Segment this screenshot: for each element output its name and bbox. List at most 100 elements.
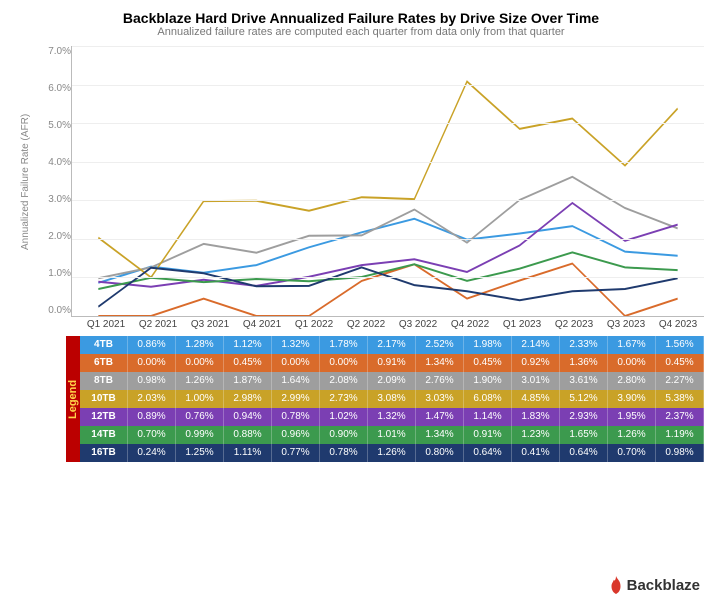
legend-header: Legend — [66, 336, 80, 462]
legend-cell: 1.95% — [608, 408, 656, 426]
legend-cell: 0.77% — [272, 444, 320, 462]
legend-cell: 0.78% — [272, 408, 320, 426]
legend-cell: 3.08% — [368, 390, 416, 408]
legend-cell: 2.98% — [224, 390, 272, 408]
legend-row-header: 4TB — [80, 336, 128, 354]
y-tick: 3.0% — [48, 194, 71, 205]
legend-cell: 3.90% — [608, 390, 656, 408]
legend-cell: 0.64% — [560, 444, 608, 462]
legend-cell: 2.14% — [512, 336, 560, 354]
legend-grid: 4TB0.86%1.28%1.12%1.32%1.78%2.17%2.52%1.… — [80, 336, 704, 462]
legend-cell: 2.33% — [560, 336, 608, 354]
grid-line — [72, 239, 704, 240]
legend-cell: 2.17% — [368, 336, 416, 354]
legend-cell: 1.26% — [368, 444, 416, 462]
legend-row-header: 16TB — [80, 444, 128, 462]
x-axis-ticks: Q1 2021Q2 2021Q3 2021Q4 2021Q1 2022Q2 20… — [80, 319, 704, 330]
y-tick: 1.0% — [48, 268, 71, 279]
legend-cell: 5.12% — [560, 390, 608, 408]
legend-cell: 1.12% — [224, 336, 272, 354]
legend-row-header: 6TB — [80, 354, 128, 372]
legend-row-header: 12TB — [80, 408, 128, 426]
x-tick: Q3 2023 — [600, 319, 652, 330]
legend-cell: 2.93% — [560, 408, 608, 426]
legend-cell: 0.00% — [608, 354, 656, 372]
legend-cell: 3.03% — [416, 390, 464, 408]
y-tick: 0.0% — [48, 305, 71, 316]
y-tick: 7.0% — [48, 46, 71, 57]
legend-cell: 0.00% — [128, 354, 176, 372]
legend-cell: 1.90% — [464, 372, 512, 390]
grid-line — [72, 123, 704, 124]
legend-cell: 1.87% — [224, 372, 272, 390]
legend-cell: 0.94% — [224, 408, 272, 426]
grid-line — [72, 162, 704, 163]
legend-cell: 0.64% — [464, 444, 512, 462]
legend-cell: 0.70% — [608, 444, 656, 462]
x-tick: Q2 2021 — [132, 319, 184, 330]
legend-cell: 2.73% — [320, 390, 368, 408]
legend-cell: 1.23% — [512, 426, 560, 444]
y-axis-label: Annualized Failure Rate (AFR) — [18, 46, 33, 317]
legend-cell: 0.92% — [512, 354, 560, 372]
legend-cell: 0.88% — [224, 426, 272, 444]
x-tick: Q4 2022 — [444, 319, 496, 330]
legend-cell: 1.36% — [560, 354, 608, 372]
legend-cell: 0.99% — [176, 426, 224, 444]
x-tick: Q2 2023 — [548, 319, 600, 330]
x-tick: Q3 2022 — [392, 319, 444, 330]
legend-cell: 2.52% — [416, 336, 464, 354]
grid-line — [72, 85, 704, 86]
legend-cell: 1.25% — [176, 444, 224, 462]
legend-cell: 1.11% — [224, 444, 272, 462]
legend-cell: 1.32% — [368, 408, 416, 426]
legend-cell: 1.98% — [464, 336, 512, 354]
legend-cell: 1.01% — [368, 426, 416, 444]
legend-row-header: 10TB — [80, 390, 128, 408]
flame-icon — [609, 576, 623, 594]
legend-cell: 1.02% — [320, 408, 368, 426]
legend-cell: 0.45% — [224, 354, 272, 372]
legend-cell: 0.98% — [656, 444, 704, 462]
legend-cell: 0.41% — [512, 444, 560, 462]
legend-cell: 0.90% — [320, 426, 368, 444]
y-tick: 6.0% — [48, 83, 71, 94]
legend-cell: 1.32% — [272, 336, 320, 354]
legend-cell: 1.47% — [416, 408, 464, 426]
x-tick: Q2 2022 — [340, 319, 392, 330]
legend-cell: 0.70% — [128, 426, 176, 444]
grid-line — [72, 277, 704, 278]
legend-cell: 1.26% — [608, 426, 656, 444]
chart-subtitle: Annualized failure rates are computed ea… — [18, 26, 704, 38]
x-tick: Q4 2021 — [236, 319, 288, 330]
legend-cell: 0.91% — [368, 354, 416, 372]
legend-cell: 6.08% — [464, 390, 512, 408]
brand-badge: Backblaze — [609, 576, 700, 594]
legend-cell: 2.37% — [656, 408, 704, 426]
legend-cell: 1.67% — [608, 336, 656, 354]
legend-cell: 1.34% — [416, 426, 464, 444]
y-tick: 2.0% — [48, 231, 71, 242]
legend-cell: 0.91% — [464, 426, 512, 444]
series-12TB — [98, 203, 677, 287]
legend-cell: 0.98% — [128, 372, 176, 390]
series-10TB — [98, 82, 677, 278]
legend-cell: 4.85% — [512, 390, 560, 408]
legend-cell: 1.78% — [320, 336, 368, 354]
legend-cell: 2.09% — [368, 372, 416, 390]
y-tick: 5.0% — [48, 120, 71, 131]
legend-cell: 0.24% — [128, 444, 176, 462]
legend-cell: 0.45% — [656, 354, 704, 372]
grid-line — [72, 200, 704, 201]
legend-cell: 2.27% — [656, 372, 704, 390]
legend-cell: 0.00% — [176, 354, 224, 372]
grid-line — [72, 46, 704, 47]
legend-cell: 0.86% — [128, 336, 176, 354]
legend-cell: 0.00% — [320, 354, 368, 372]
x-tick: Q1 2023 — [496, 319, 548, 330]
legend-cell: 2.76% — [416, 372, 464, 390]
legend-cell: 0.00% — [272, 354, 320, 372]
legend-cell: 2.99% — [272, 390, 320, 408]
legend-cell: 1.83% — [512, 408, 560, 426]
legend-cell: 2.08% — [320, 372, 368, 390]
